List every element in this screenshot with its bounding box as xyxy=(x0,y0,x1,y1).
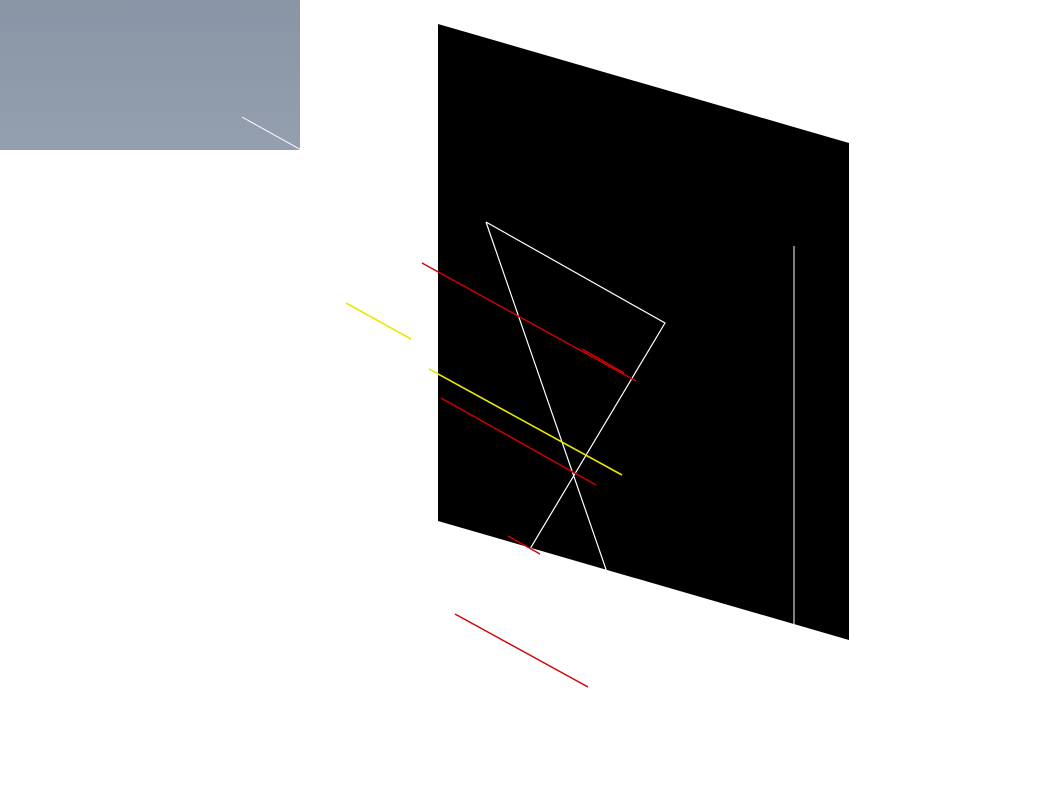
black_plane xyxy=(438,24,849,640)
scene-3d[interactable] xyxy=(0,0,1064,798)
red_line_4 xyxy=(455,614,588,687)
diag_bottom xyxy=(243,562,473,687)
cad-viewport[interactable] xyxy=(0,0,1064,798)
diag_top_left xyxy=(242,117,400,205)
yellow_line_upper xyxy=(346,303,411,339)
